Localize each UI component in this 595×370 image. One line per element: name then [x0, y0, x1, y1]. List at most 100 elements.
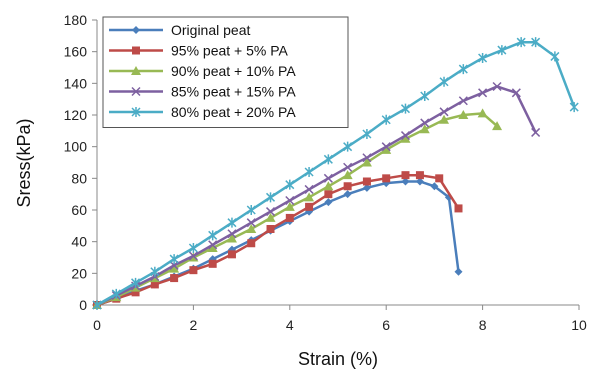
data-point [227, 250, 236, 259]
data-point [435, 174, 444, 183]
data-point [361, 157, 372, 167]
y-tick-label: 0 [79, 297, 87, 313]
data-point [531, 37, 541, 48]
data-point [342, 170, 353, 180]
data-point [246, 218, 256, 228]
data-point [170, 274, 179, 283]
x-tick-label: 8 [479, 317, 487, 333]
legend-marker [132, 46, 140, 55]
data-point [362, 129, 372, 139]
data-point [381, 144, 392, 154]
legend-item: Original peat [109, 22, 250, 38]
data-point [169, 263, 180, 273]
data-point [382, 174, 391, 183]
data-point [92, 300, 102, 310]
data-point [492, 81, 502, 92]
data-point [420, 118, 430, 128]
data-point [323, 173, 333, 183]
x-tick-label: 2 [190, 317, 198, 333]
legend-label: 80% peat + 20% PA [171, 104, 296, 120]
data-point [343, 162, 353, 172]
legend-label: 90% peat + 10% PA [171, 63, 296, 79]
y-tick-label: 100 [64, 139, 88, 155]
data-point [188, 243, 198, 253]
data-point [381, 114, 391, 125]
data-point [227, 229, 237, 239]
series-layer [92, 37, 579, 310]
y-tick-label: 180 [64, 12, 88, 28]
y-tick-label: 140 [64, 75, 88, 91]
y-tick-label: 120 [64, 107, 88, 123]
data-point [478, 53, 488, 63]
data-point [226, 233, 237, 243]
x-axis-title: Strain (%) [298, 349, 378, 369]
data-point [304, 184, 314, 194]
data-point [458, 64, 468, 75]
legend-label: 85% peat + 15% PA [171, 84, 296, 100]
data-point [189, 266, 198, 275]
data-point [246, 224, 257, 233]
data-point [419, 124, 430, 134]
legend-marker [131, 107, 141, 117]
data-point [323, 181, 334, 191]
data-point [454, 267, 463, 276]
legend-item: 95% peat + 5% PA [109, 43, 289, 59]
legend-marker [132, 26, 140, 34]
data-point [188, 251, 198, 261]
x-tick-label: 4 [286, 317, 294, 333]
data-point [227, 217, 237, 228]
data-point [324, 198, 333, 207]
data-point [265, 207, 276, 217]
data-point [285, 213, 294, 222]
data-point [305, 202, 314, 211]
data-point [111, 288, 121, 299]
series-line [96, 112, 498, 307]
data-point [285, 195, 295, 206]
data-point [362, 183, 371, 192]
data-point [400, 103, 411, 114]
data-point [478, 88, 488, 98]
data-point [265, 212, 276, 222]
data-point [343, 182, 352, 191]
data-point [208, 230, 218, 241]
data-point [150, 266, 160, 277]
data-point [324, 190, 333, 199]
data-point [420, 91, 430, 101]
data-point [131, 277, 141, 288]
legend-marker [131, 66, 141, 75]
data-point [415, 171, 424, 180]
data-point [400, 133, 411, 143]
legend-item: 85% peat + 15% PA [109, 84, 296, 100]
legend-label: 95% peat + 5% PA [171, 43, 289, 59]
data-point [439, 107, 449, 117]
data-point [516, 37, 526, 48]
series-line [96, 40, 576, 307]
data-point [247, 239, 256, 248]
data-point [304, 192, 315, 202]
data-point [266, 225, 275, 233]
data-point [284, 201, 295, 211]
x-tick-label: 10 [571, 317, 587, 333]
data-point [343, 141, 353, 152]
data-point [169, 254, 179, 265]
data-point [265, 192, 276, 203]
data-point [454, 204, 463, 213]
data-point [343, 190, 352, 199]
data-point [381, 142, 391, 152]
data-point [208, 240, 218, 250]
legend-marker [131, 86, 141, 97]
legend-label: Original peat [171, 22, 250, 38]
legend-item: 90% peat + 10% PA [109, 63, 296, 79]
y-tick-label: 20 [71, 265, 87, 281]
y-tick-label: 80 [71, 170, 87, 186]
y-tick-label: 60 [71, 202, 87, 218]
data-point [362, 153, 372, 163]
series-1 [93, 177, 463, 309]
data-point [439, 114, 450, 124]
data-point [430, 182, 439, 191]
data-point [458, 110, 469, 119]
x-tick-label: 0 [93, 317, 101, 333]
data-point [208, 259, 217, 268]
axes: 0 20 40 60 80 100 120 140 160 180 0 2 4 6 8 10 [64, 12, 587, 333]
